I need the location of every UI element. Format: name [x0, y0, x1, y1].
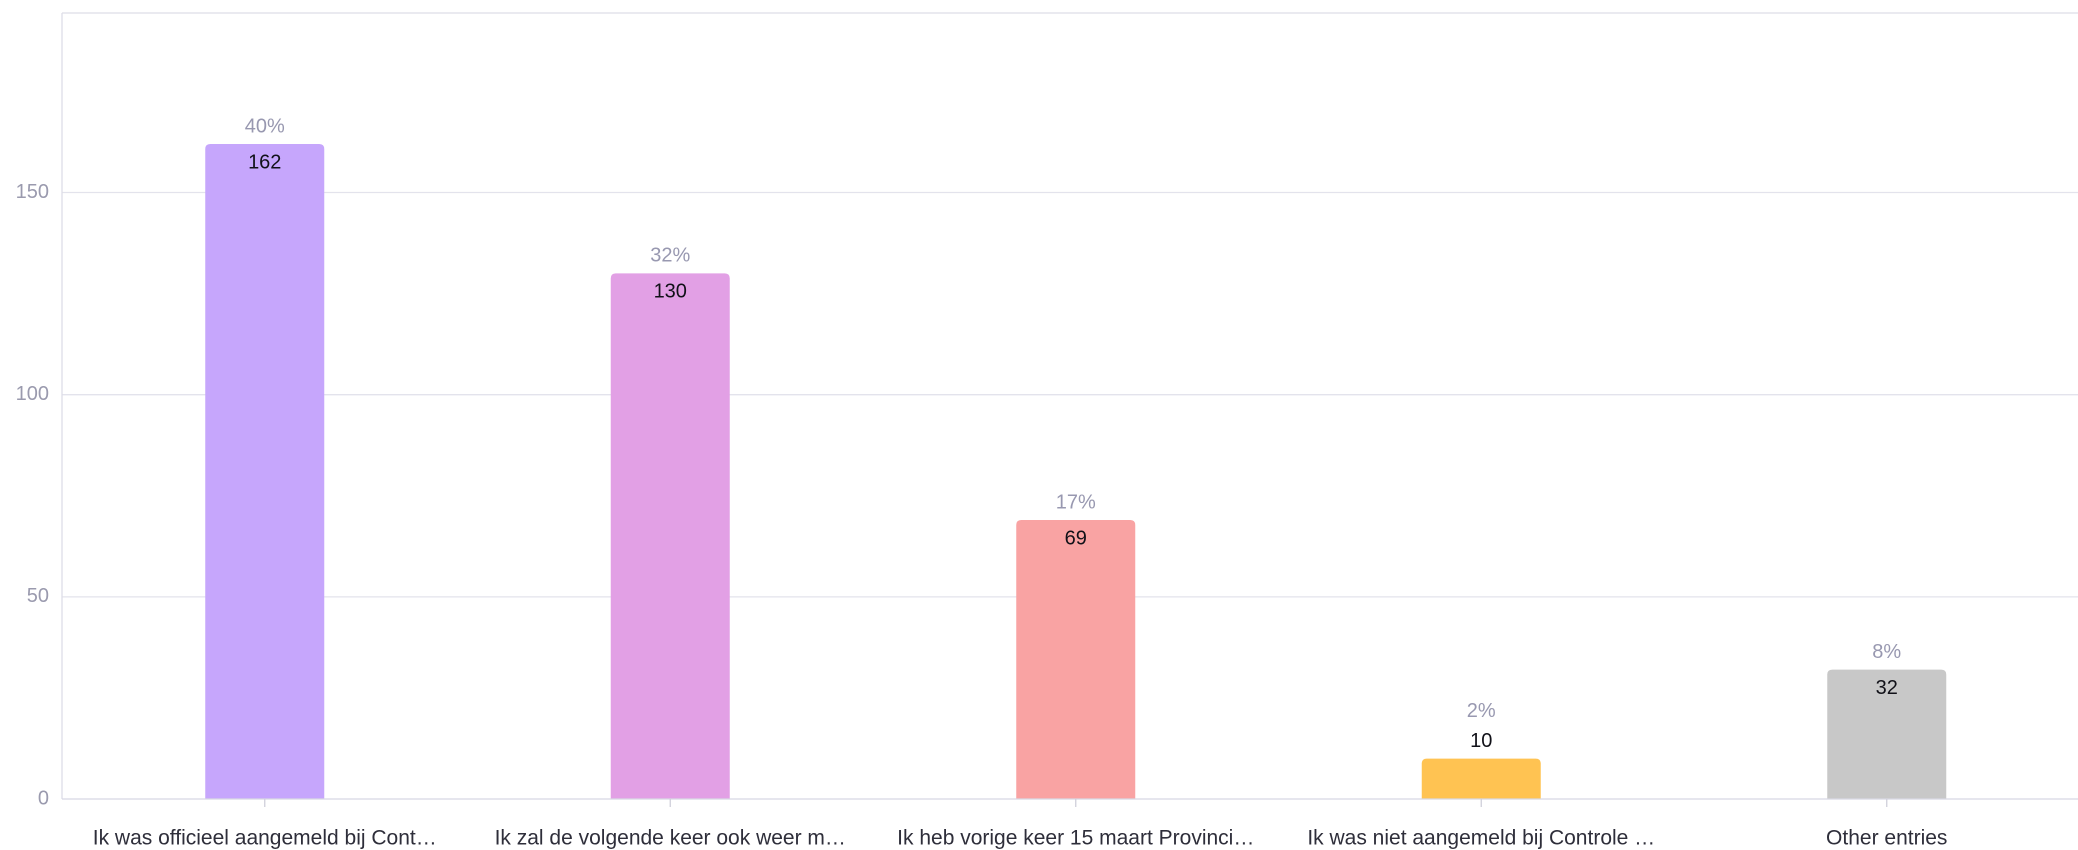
bar — [1421, 758, 1541, 799]
y-tick-label: 0 — [38, 787, 49, 809]
value-label: 69 — [1065, 527, 1087, 549]
value-label: 130 — [654, 281, 687, 303]
percent-label: 2% — [1467, 700, 1496, 722]
value-label: 10 — [1470, 730, 1492, 752]
bar — [1827, 669, 1947, 799]
y-tick-label: 50 — [27, 585, 49, 607]
percent-label: 32% — [650, 245, 690, 267]
x-tick-label: Ik was niet aangemeld bij Controle … — [1307, 827, 1655, 850]
value-label: 162 — [248, 151, 281, 173]
percent-label: 8% — [1872, 641, 1901, 663]
y-axis-labels: 0 50 100 150 — [16, 181, 49, 809]
value-label: 32 — [1876, 677, 1898, 699]
percent-label: 40% — [245, 115, 285, 137]
bar — [610, 273, 730, 800]
y-tick-label: 150 — [16, 181, 49, 203]
x-axis-labels: Ik was officieel aangemeld bij Cont… Ik z… — [93, 827, 1948, 850]
x-tick-label: Ik zal de volgende keer ook weer m… — [495, 827, 846, 850]
bar-labels: 40% 162 32% 130 17% 69 2% 10 8% 32 — [245, 115, 1902, 752]
percent-label: 17% — [1056, 491, 1096, 513]
x-tick-label: Ik heb vorige keer 15 maart Provinci… — [897, 827, 1254, 850]
x-axis-ticks — [264, 799, 1888, 807]
bar — [1016, 520, 1136, 799]
x-tick-label: Ik was officieel aangemeld bij Cont… — [93, 827, 437, 850]
y-tick-label: 100 — [16, 383, 49, 405]
x-tick-label: Other entries — [1826, 827, 1947, 850]
bar — [205, 144, 325, 799]
bars — [205, 144, 1947, 800]
